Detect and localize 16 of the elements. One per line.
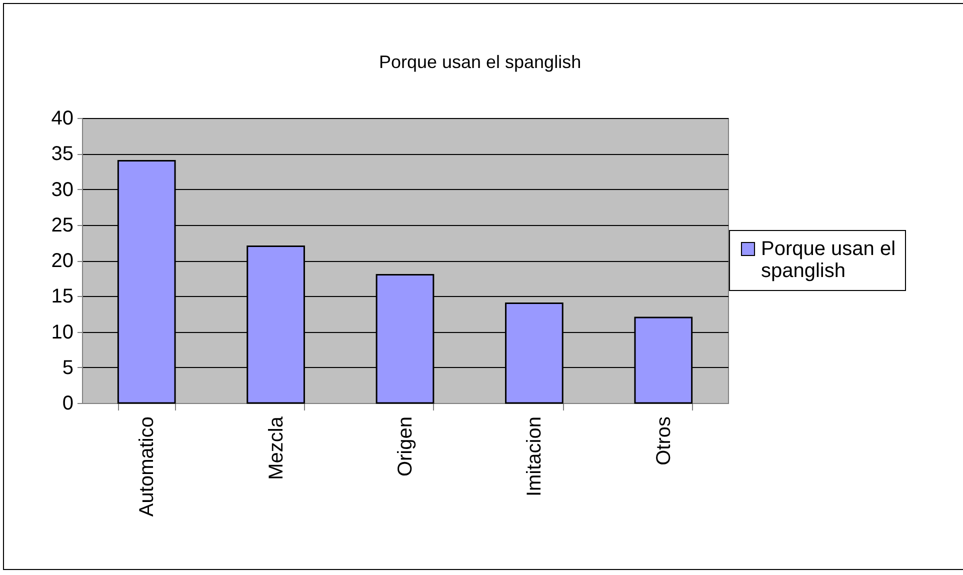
- y-tick-label: 10: [51, 321, 74, 344]
- x-tick-label: Mezcla: [265, 416, 288, 480]
- x-tick-label: Imitacion: [524, 416, 546, 497]
- x-tick-label: Otros: [652, 416, 675, 466]
- x-tick-label: Automatico: [136, 416, 158, 517]
- y-tick-label: 20: [51, 250, 74, 272]
- chart-title: Porque usan el spanglish: [378, 52, 582, 72]
- y-tick-label: 15: [51, 286, 74, 308]
- y-tick-label: 25: [51, 214, 74, 236]
- y-tick-label: 30: [51, 178, 74, 201]
- y-tick-label: 0: [62, 392, 74, 414]
- y-tick-label: 40: [51, 108, 74, 130]
- x-tick-label: Origen: [394, 416, 416, 477]
- y-tick-label: 5: [62, 356, 74, 379]
- y-tick-label: 35: [51, 143, 74, 166]
- legend-label: Porque usan el spanglish: [761, 238, 896, 282]
